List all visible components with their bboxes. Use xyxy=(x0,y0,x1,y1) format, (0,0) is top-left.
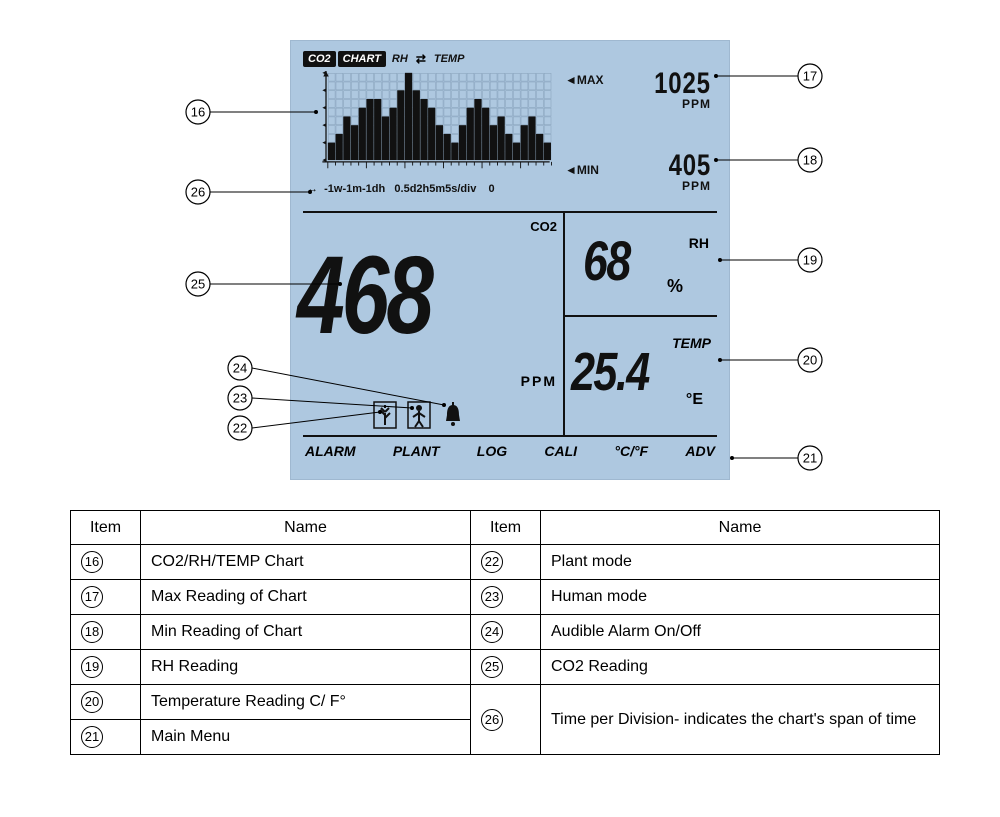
svg-text:20: 20 xyxy=(803,353,817,368)
menu-alarm[interactable]: ALARM xyxy=(305,443,356,459)
svg-text:26: 26 xyxy=(191,185,205,200)
max-reading: 1025 PPM xyxy=(640,69,711,111)
plant-icon xyxy=(373,401,397,429)
max-value: 1025 xyxy=(654,69,711,99)
rh-value: 68 xyxy=(583,233,630,289)
chart-min-label: ◄MIN xyxy=(565,163,599,177)
main-menu: ALARM PLANT LOG CALI °C/°F ADV xyxy=(303,435,717,459)
menu-cf[interactable]: °C/°F xyxy=(614,443,648,459)
table-header-item: Item xyxy=(71,511,141,545)
svg-text:19: 19 xyxy=(803,253,817,268)
bell-icon xyxy=(441,401,465,429)
human-icon xyxy=(407,401,431,429)
legend-table: Item Name Item Name 16CO2/RH/TEMP Chart2… xyxy=(70,510,940,755)
tab-temp: TEMP xyxy=(430,51,469,67)
table-row: 16CO2/RH/TEMP Chart22Plant mode xyxy=(71,545,940,580)
chart-max-label: ◄MAX xyxy=(565,73,604,87)
tab-co2: CO2 xyxy=(303,51,336,67)
table-header-item: Item xyxy=(471,511,541,545)
svg-text:17: 17 xyxy=(803,69,817,84)
table-row: 19RH Reading25CO2 Reading xyxy=(71,650,940,685)
svg-text:18: 18 xyxy=(803,153,817,168)
table-header-name: Name xyxy=(541,511,940,545)
min-reading: 405 PPM xyxy=(658,151,711,193)
rh-reading-box: 68 RH % xyxy=(565,213,717,317)
co2-unit: PPM xyxy=(521,373,557,389)
time-scale-label: ↔ -1w-1m-1dh 0.5d2h5m5s/div 0 xyxy=(307,183,495,195)
svg-text:16: 16 xyxy=(191,105,205,120)
rh-label: RH xyxy=(689,235,709,251)
min-value: 405 xyxy=(669,151,711,181)
tab-chart: CHART xyxy=(338,51,386,67)
chart-mode-tabs: CO2 CHART RH ⇄ TEMP xyxy=(303,51,717,67)
tab-rh: RH xyxy=(388,51,412,67)
table-header-name: Name xyxy=(141,511,471,545)
menu-cali[interactable]: CALI xyxy=(544,443,577,459)
menu-plant[interactable]: PLANT xyxy=(393,443,440,459)
table-row: 20Temperature Reading C/ F°26Time per Di… xyxy=(71,685,940,720)
svg-text:25: 25 xyxy=(191,277,205,292)
bar-chart-svg xyxy=(311,71,561,171)
history-chart: ◄MAX ◄MIN 1025 PPM 405 PPM ↔ -1w-1m-1dh … xyxy=(303,71,717,199)
svg-text:22: 22 xyxy=(233,421,247,436)
swap-icon: ⇄ xyxy=(414,52,428,66)
table-row: 18Min Reading of Chart24Audible Alarm On… xyxy=(71,615,940,650)
rh-unit: % xyxy=(667,276,683,297)
co2-label: CO2 xyxy=(530,219,557,234)
svg-text:23: 23 xyxy=(233,391,247,406)
co2-reading-box: CO2 468 PPM xyxy=(303,213,565,435)
svg-text:24: 24 xyxy=(233,361,247,376)
temp-unit: °E xyxy=(686,391,703,409)
temp-label: TEMP xyxy=(672,335,711,351)
menu-log[interactable]: LOG xyxy=(477,443,507,459)
menu-adv[interactable]: ADV xyxy=(685,443,715,459)
svg-text:21: 21 xyxy=(803,451,817,466)
table-row: 17Max Reading of Chart23Human mode xyxy=(71,580,940,615)
temp-value: 25.4 xyxy=(571,345,649,399)
temp-reading-box: 25.4 TEMP °E xyxy=(565,317,717,435)
lcd-panel: CO2 CHART RH ⇄ TEMP ◄MAX ◄MIN 1025 xyxy=(290,40,730,480)
co2-value: 468 xyxy=(297,241,431,351)
